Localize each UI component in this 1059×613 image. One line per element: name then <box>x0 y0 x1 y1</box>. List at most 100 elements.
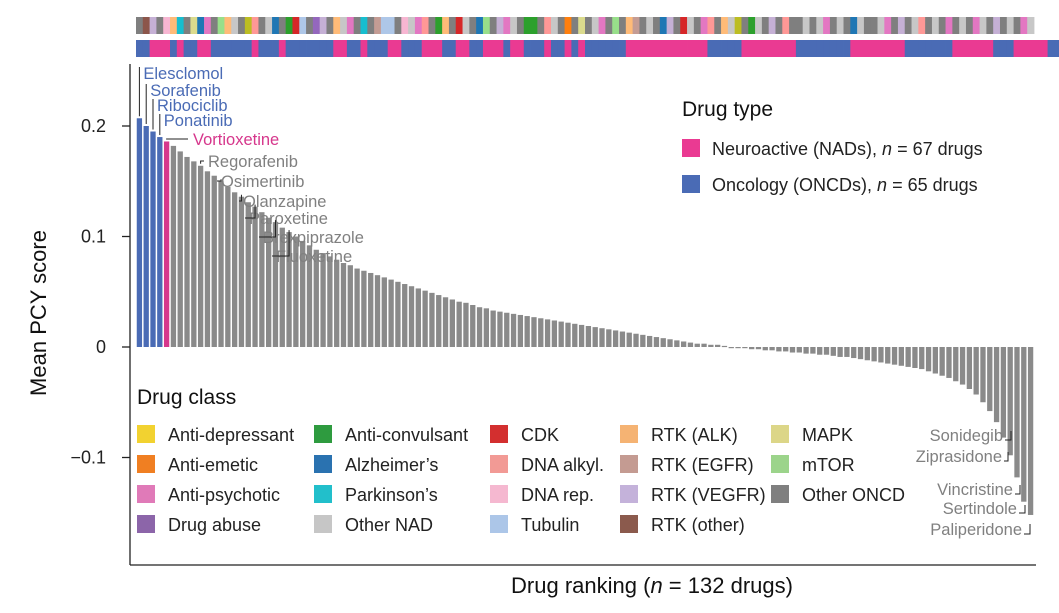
class-track-cell <box>877 17 885 34</box>
bar <box>980 347 986 403</box>
bar <box>715 344 721 347</box>
class-track-cell <box>775 17 783 34</box>
type-track-cell <box>918 40 926 57</box>
class-legend-swatch <box>620 485 638 503</box>
class-track-cell <box>931 17 940 34</box>
bar <box>293 236 299 347</box>
bar <box>436 295 442 347</box>
type-track-cell <box>714 40 722 57</box>
bar <box>871 347 877 362</box>
type-track-cell <box>952 40 960 57</box>
class-track-cell <box>523 17 531 34</box>
class-track-cell <box>428 17 436 34</box>
bar-label: Regorafenib <box>208 153 298 171</box>
class-track-cell <box>510 17 518 34</box>
type-track-cell <box>544 40 552 57</box>
bar-label: Sonidegib <box>930 427 1003 445</box>
bar-label: Ziprasidone <box>916 448 1002 466</box>
type-track-cell <box>306 40 314 57</box>
class-track-cell <box>387 17 395 34</box>
type-track-cell <box>537 40 545 57</box>
bar <box>851 347 857 359</box>
class-track-cell <box>462 17 470 34</box>
type-track-cell <box>258 40 266 57</box>
label-leader <box>1019 505 1026 514</box>
type-track-cell <box>734 40 742 57</box>
type-track-cell <box>435 40 443 57</box>
type-track-cell <box>428 40 436 57</box>
class-track-cell <box>285 17 293 34</box>
class-legend-swatch <box>314 485 332 503</box>
class-track-cell <box>979 17 987 34</box>
class-track-cell <box>632 17 640 34</box>
bar <box>844 347 850 357</box>
bar <box>680 341 687 347</box>
type-track-cell <box>346 40 355 57</box>
bar <box>925 347 932 372</box>
class-track-cell <box>408 17 416 34</box>
class-track-cell <box>591 17 600 34</box>
y-tick-label: 0 <box>96 337 106 357</box>
bar <box>272 222 279 347</box>
class-track-cell <box>918 17 926 34</box>
class-track-cell <box>850 17 858 34</box>
bar <box>783 347 789 352</box>
class-track-cell <box>993 17 1001 34</box>
type-track-cell <box>455 40 463 57</box>
bar <box>442 297 449 347</box>
class-track-cell <box>986 17 994 34</box>
label-leader <box>239 194 242 202</box>
class-track-cell <box>938 17 946 34</box>
bar <box>789 347 796 353</box>
bar <box>830 347 836 356</box>
bar <box>463 302 469 347</box>
class-legend-label: CDK <box>521 425 559 445</box>
bar <box>259 212 265 347</box>
class-track-cell <box>142 17 151 34</box>
type-track-cell <box>367 40 375 57</box>
bar <box>456 301 462 347</box>
class-track-cell <box>319 17 327 34</box>
class-legend-label: Other NAD <box>345 515 433 535</box>
class-track-cell <box>346 17 355 34</box>
class-legend-label: MAPK <box>802 425 853 445</box>
type-track-cell <box>999 40 1008 57</box>
class-legend-label: mTOR <box>802 455 855 475</box>
class-track-cell <box>149 17 157 34</box>
class-legend-swatch <box>771 425 789 443</box>
type-track-cell <box>863 40 872 57</box>
bar <box>578 324 585 347</box>
type-track-cell <box>401 40 409 57</box>
bar <box>932 347 939 374</box>
type-track-cell <box>394 40 402 57</box>
bar-label: Paroxetine <box>249 210 328 228</box>
bar <box>803 347 809 354</box>
type-track-cell <box>319 40 327 57</box>
type-track-cell <box>299 40 307 57</box>
bar <box>354 268 360 347</box>
class-track-cell <box>999 17 1008 34</box>
bar <box>728 347 734 349</box>
class-track-cell <box>401 17 409 34</box>
class-track-cell <box>755 17 763 34</box>
label-leader <box>245 204 256 219</box>
bar <box>749 347 755 350</box>
bar <box>490 310 496 347</box>
type-track-cell <box>673 40 681 57</box>
type-track-cell <box>1020 40 1028 57</box>
type-track-cell <box>782 40 790 57</box>
type-track-cell <box>557 40 565 57</box>
class-track-cell <box>789 17 797 34</box>
class-legend-swatch <box>620 455 638 473</box>
type-track-cell <box>183 40 191 57</box>
class-track-cell <box>646 17 654 34</box>
bar <box>1027 347 1034 515</box>
type-track-cell <box>374 40 382 57</box>
bar <box>755 347 762 350</box>
drug-class-track <box>136 17 1035 34</box>
type-track-cell <box>789 40 797 57</box>
class-track-cell <box>190 17 198 34</box>
class-legend-swatch <box>137 455 155 473</box>
drug-type-track <box>136 40 1059 57</box>
